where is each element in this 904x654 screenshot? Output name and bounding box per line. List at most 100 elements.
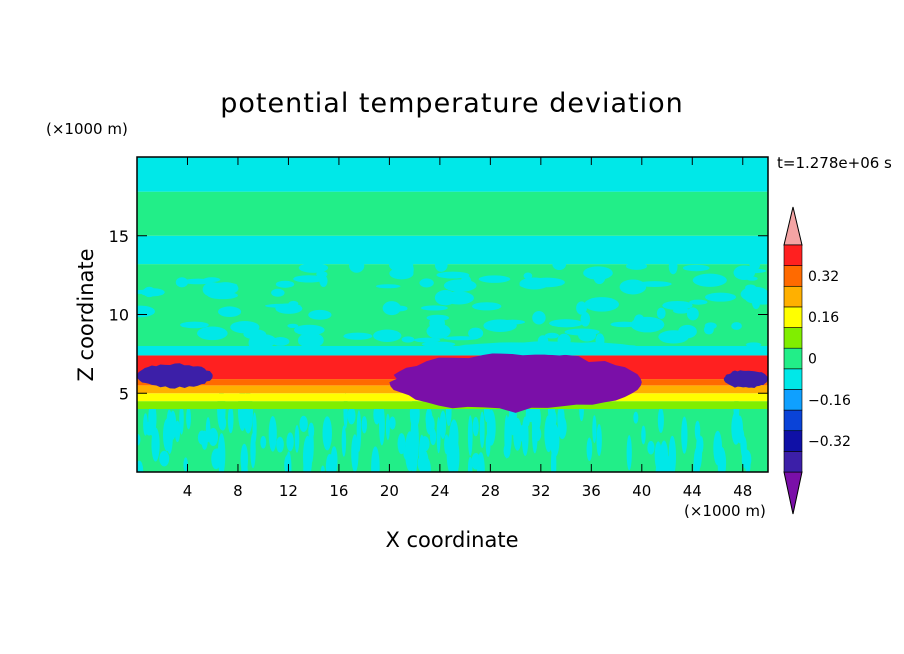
- chart-title: potential temperature deviation: [220, 88, 684, 119]
- colorbar-segment: [783, 306, 803, 328]
- colorbar-segment: [783, 368, 803, 390]
- field-patch: [373, 404, 381, 425]
- x-tick-label: 16: [329, 482, 348, 500]
- field-patch: [208, 427, 219, 447]
- field-patch: [704, 322, 717, 330]
- field-patch: [356, 410, 362, 452]
- colorbar-segment: [783, 244, 803, 266]
- field-patch: [378, 403, 385, 446]
- field-patch: [169, 410, 177, 440]
- field-patch: [434, 290, 457, 306]
- field-patch: [293, 275, 325, 283]
- field-patch: [451, 438, 460, 472]
- y-axis-label: Z coordinate: [74, 248, 98, 382]
- field-patch: [287, 323, 299, 328]
- field-patch: [420, 436, 430, 452]
- y-axis: 5 10 15: [109, 227, 768, 403]
- colorbar: −0.32 −0.16 0 0.16 0.32: [783, 206, 851, 515]
- colorbar-tick-label: 0.16: [808, 310, 839, 326]
- field-patch: [656, 307, 666, 319]
- x-axis: 4 8 12 16 20 24 28 32 36 40 44 48: [183, 157, 752, 500]
- field-patch: [443, 336, 479, 341]
- field-patch: [341, 425, 347, 457]
- field-patch: [417, 456, 425, 471]
- field-patch: [371, 446, 380, 472]
- field-patch: [322, 416, 332, 451]
- colorbar-segment: [783, 451, 803, 473]
- field-patch: [532, 311, 546, 325]
- field-patch: [343, 332, 373, 340]
- field-patch: [733, 265, 756, 281]
- field-patch: [361, 416, 368, 434]
- field-patch: [265, 303, 301, 308]
- colorbar-segment: [783, 430, 803, 452]
- x-tick-label: 44: [683, 482, 702, 500]
- colorbar-tick-label: −0.16: [808, 393, 851, 409]
- field-patch: [159, 450, 170, 467]
- x-tick-label: 8: [233, 482, 243, 500]
- field-band: [137, 235, 768, 265]
- field-patch: [308, 309, 332, 320]
- field-patch: [303, 457, 308, 472]
- field-patch: [382, 301, 401, 316]
- field-patch: [486, 409, 496, 446]
- field-patch: [179, 403, 184, 435]
- time-stamp: t=1.278e+06 s: [777, 154, 892, 172]
- field-patch: [227, 405, 234, 434]
- field-patch: [584, 297, 620, 312]
- field-patch: [210, 282, 238, 288]
- x-tick-label: 24: [430, 482, 449, 500]
- field-patch: [197, 430, 207, 445]
- field-patch: [637, 281, 672, 287]
- field-patch: [426, 314, 450, 321]
- field-patch: [299, 415, 308, 433]
- field-patch: [373, 329, 402, 342]
- field-patch: [271, 337, 290, 346]
- field-patch: [421, 341, 456, 348]
- field-patch: [586, 437, 593, 462]
- y-tick-label: 10: [109, 306, 129, 325]
- field-patch: [521, 416, 529, 457]
- field-region: [389, 351, 642, 413]
- field-patch: [704, 292, 737, 302]
- field-patch: [151, 427, 160, 462]
- field-patch: [468, 327, 484, 339]
- field-patch: [544, 332, 559, 339]
- field-patch: [436, 271, 470, 279]
- field-patch: [175, 277, 189, 288]
- field-patch: [143, 286, 156, 298]
- colorbar-tick-label: −0.32: [808, 434, 851, 450]
- field-patch: [414, 425, 419, 463]
- field-patch: [478, 275, 511, 283]
- field-patch: [633, 411, 639, 424]
- field-patch: [420, 305, 448, 311]
- field-patch: [229, 310, 241, 316]
- field-patch: [403, 445, 412, 461]
- field-patch: [320, 465, 325, 472]
- x-tick-label: 28: [481, 482, 500, 500]
- field-region: [137, 363, 213, 389]
- field-patch: [689, 299, 708, 305]
- field-patch: [293, 324, 325, 336]
- colorbar-segment: [783, 409, 803, 432]
- field-patch: [529, 277, 565, 288]
- field-patch: [647, 440, 655, 455]
- field-patch: [731, 322, 742, 330]
- field-patch: [401, 336, 415, 343]
- field-patch: [137, 460, 144, 472]
- field-patch: [217, 433, 226, 472]
- field-patch: [681, 416, 688, 454]
- field-patch: [662, 300, 693, 310]
- colorbar-segment: [783, 285, 803, 308]
- field-patch: [745, 293, 768, 305]
- field-patch: [419, 278, 434, 288]
- field-patch: [713, 430, 723, 466]
- x-axis-label: X coordinate: [385, 528, 519, 552]
- field-patch: [439, 410, 447, 439]
- field-patch: [271, 288, 285, 297]
- field-patch: [557, 416, 567, 440]
- field-patch: [625, 262, 648, 270]
- field-patch: [630, 316, 665, 333]
- colorbar-segment: [783, 347, 803, 370]
- field-patch: [626, 435, 632, 471]
